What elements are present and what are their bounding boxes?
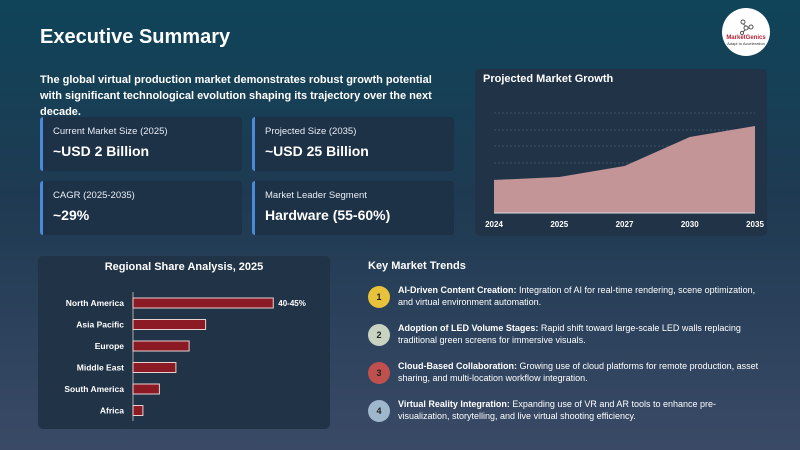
metric-value: ~29%: [53, 207, 90, 223]
bar: [132, 297, 274, 309]
growth-chart-title: Projected Market Growth: [483, 73, 614, 85]
category-label: South America: [64, 384, 124, 394]
bar: [132, 405, 144, 416]
category-label: North America: [66, 298, 125, 308]
network-nodes-icon: [739, 19, 754, 35]
trend-item: 4 Virtual Reality Integration: Expanding …: [368, 398, 763, 422]
regional-chart-panel: Regional Share Analysis, 2025 North Amer…: [38, 256, 330, 429]
metric-value: ~USD 25 Billion: [265, 143, 369, 159]
category-label: Asia Pacific: [76, 320, 124, 330]
growth-chart-panel: Projected Market Growth 2024 2025 2027 2030…: [475, 69, 767, 236]
metric-label: Projected Size (2035): [265, 126, 357, 137]
metric-label: Market Leader Segment: [265, 190, 367, 201]
category-label: Europe: [95, 341, 125, 351]
trend-text: Expanding use of VR and AR tools to enha…: [398, 399, 716, 421]
x-tick-label: 2030: [681, 220, 699, 229]
regional-chart: North America 40-45% Asia Pacific Europe Mid…: [64, 292, 306, 421]
trend-number-badge: 1: [368, 286, 390, 308]
growth-area: [494, 126, 755, 213]
metric-label: Current Market Size (2025): [53, 126, 168, 137]
logo-tagline: Adapt to Acceleration: [727, 40, 765, 46]
trend-number-badge: 3: [368, 362, 390, 384]
trend-item: 3 Cloud-Based Collaboration: Growing use …: [368, 360, 763, 384]
metric-card-cagr: CAGR (2025-2035) ~29%: [40, 181, 242, 235]
bar: [132, 383, 160, 395]
metric-label: CAGR (2025-2035): [53, 190, 135, 201]
trends-heading: Key Market Trends: [368, 260, 466, 272]
trend-title: Virtual Reality Integration:: [398, 399, 510, 409]
x-tick-label: 2024: [485, 220, 503, 229]
metric-value: Hardware (55-60%): [265, 207, 391, 223]
x-tick-label: 2027: [616, 220, 634, 229]
trend-text: Growing use of cloud platforms for remot…: [398, 361, 759, 383]
trend-item: 1 AI-Driven Content Creation: Integration…: [368, 284, 763, 308]
x-tick-label: 2025: [550, 220, 568, 229]
category-label: Middle East: [77, 363, 124, 373]
trend-number-badge: 2: [368, 324, 390, 346]
page-title: Executive Summary: [40, 26, 231, 48]
bar: [132, 319, 207, 330]
growth-chart: 2024 2025 2027 2030 2035: [485, 112, 764, 229]
metric-card-leader-segment: Market Leader Segment Hardware (55-60%): [252, 181, 454, 235]
trend-number-badge: 4: [368, 400, 390, 422]
trend-text: Integration of AI for real-time renderin…: [398, 285, 756, 307]
trend-text: Rapid shift toward large-scale LED walls…: [398, 323, 741, 345]
bar: [132, 362, 177, 373]
intro-text: The global virtual production market dem…: [40, 74, 432, 118]
metric-value: ~USD 2 Billion: [53, 143, 150, 159]
trend-title: Adoption of LED Volume Stages:: [398, 323, 539, 333]
metric-card-projected-size: Projected Size (2035) ~USD 25 Billion: [252, 117, 454, 171]
trend-title: AI-Driven Content Creation:: [398, 285, 517, 295]
trend-item: 2 Adoption of LED Volume Stages: Rapid sh…: [368, 322, 763, 346]
bar: [132, 340, 190, 352]
category-label: Africa: [100, 406, 124, 416]
trend-title: Cloud-Based Collaboration:: [398, 361, 517, 371]
regional-chart-title: Regional Share Analysis, 2025: [104, 261, 264, 273]
data-label: 40-45%: [278, 299, 306, 308]
x-tick-label: 2035: [746, 220, 764, 229]
logo: MarketGenics Adapt to Acceleration: [722, 8, 770, 56]
logo-name: MarketGenics: [726, 34, 766, 41]
metric-card-current-size: Current Market Size (2025) ~USD 2 Billion: [40, 117, 242, 171]
